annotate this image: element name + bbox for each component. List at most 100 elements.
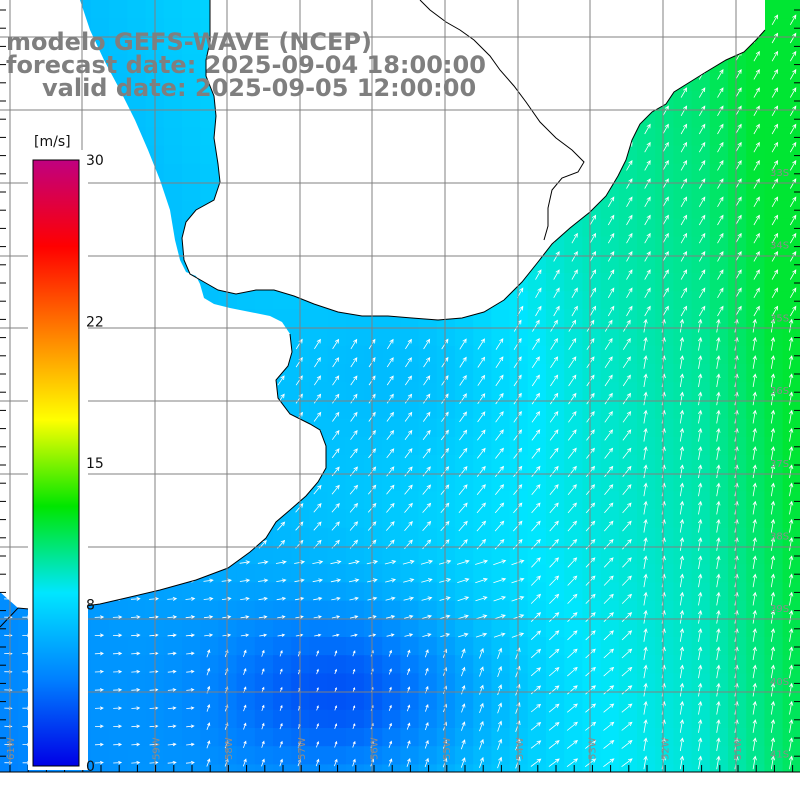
wind-speed-cell: [655, 327, 674, 347]
wind-speed-cell: [582, 218, 602, 238]
wind-speed-cell: [600, 728, 620, 747]
wind-vector: [735, 232, 742, 244]
wind-vector: [697, 318, 703, 333]
wind-speed-cell: [618, 764, 638, 772]
wind-speed-cell: [127, 36, 147, 56]
wind-vector: [643, 537, 648, 551]
wind-vector: [494, 484, 505, 496]
wind-speed-cell: [637, 600, 656, 620]
wind-vector: [662, 105, 669, 116]
coastline: [0, 0, 766, 628]
wind-speed-cell: [527, 273, 547, 292]
longitude-label: 53W: [588, 737, 599, 760]
wind-vector: [479, 684, 484, 695]
wind-vector: [243, 667, 247, 675]
wind-speed-cell: [455, 527, 474, 547]
wind-speed-cell: [327, 436, 347, 456]
wind-speed-cell: [218, 291, 238, 310]
wind-speed-cell: [491, 582, 511, 602]
wind-vector: [567, 630, 578, 641]
wind-vector: [550, 319, 558, 332]
wind-speed-cell: [637, 127, 656, 147]
wind-speed-cell: [582, 582, 602, 602]
wind-vector: [404, 633, 414, 637]
wind-speed-cell: [127, 72, 147, 92]
wind-speed-cell: [182, 72, 201, 92]
wind-speed-cell: [0, 728, 19, 747]
wind-vector: [567, 538, 578, 550]
wind-vector: [788, 427, 794, 442]
wind-speed-cell: [345, 509, 365, 529]
wind-vector: [643, 555, 648, 570]
wind-vector: [643, 518, 648, 533]
wind-vector: [644, 269, 651, 280]
wind-speed-cell: [764, 418, 784, 438]
wind-speed-cell: [436, 400, 456, 420]
wind-vector: [221, 596, 232, 601]
wind-speed-cell: [455, 691, 474, 711]
wind-speed-cell: [728, 182, 747, 201]
wind-vector: [753, 269, 760, 280]
wind-vector: [406, 757, 411, 767]
wind-speed-cell: [546, 273, 565, 292]
wind-speed-cell: [491, 509, 511, 529]
wind-speed-cell: [746, 72, 765, 92]
wind-vector: [697, 573, 703, 588]
wind-speed-cell: [709, 600, 729, 620]
wind-speed-cell: [509, 400, 529, 420]
wind-vector: [770, 464, 776, 479]
wind-speed-cell: [637, 382, 656, 401]
wind-vector: [203, 615, 214, 619]
wind-speed-cell: [91, 728, 110, 747]
wind-speed-cell: [546, 618, 565, 638]
wind-speed-cell: [746, 764, 765, 772]
wind-vector: [717, 105, 724, 116]
wind-speed-cell: [655, 691, 674, 711]
wind-vector: [420, 559, 434, 565]
wind-speed-cell: [109, 764, 128, 772]
wind-speed-cell: [564, 728, 583, 747]
wind-speed-cell: [564, 382, 583, 401]
wind-speed-cell: [691, 728, 711, 747]
wind-vector: [735, 269, 742, 280]
wind-speed-cell: [491, 764, 511, 772]
wind-speed-cell: [418, 746, 438, 765]
wind-speed-cell: [618, 546, 638, 565]
wind-speed-cell: [746, 382, 765, 401]
wind-speed-cell: [418, 655, 438, 674]
wind-speed-cell: [455, 600, 474, 620]
wind-vector: [388, 668, 392, 675]
wind-speed-cell: [546, 673, 565, 693]
wind-speed-cell: [691, 218, 711, 238]
wind-speed-cell: [163, 54, 183, 74]
wind-speed-cell: [182, 182, 201, 201]
wind-vector: [203, 578, 214, 583]
wind-speed-cell: [436, 527, 456, 547]
wind-vector: [735, 214, 742, 226]
wind-speed-cell: [418, 600, 438, 620]
wind-speed-cell: [782, 291, 800, 310]
wind-vector: [662, 160, 669, 171]
wind-speed-cell: [746, 709, 765, 729]
wind-vector: [388, 649, 392, 657]
wind-vector: [332, 393, 340, 404]
wind-speed-cell: [746, 600, 765, 620]
wind-vector: [679, 409, 685, 424]
wind-speed-cell: [764, 364, 784, 383]
wind-vector: [458, 447, 468, 459]
wind-vector: [770, 682, 776, 697]
wind-speed-cell: [746, 309, 765, 329]
wind-speed-cell: [254, 618, 274, 638]
wind-vector: [716, 318, 721, 333]
wind-speed-cell: [509, 473, 529, 492]
wind-speed-cell: [782, 163, 800, 183]
wind-vector: [679, 373, 685, 388]
wind-speed-cell: [728, 527, 747, 547]
wind-vector: [622, 538, 632, 550]
wind-speed-cell: [382, 400, 401, 420]
wind-speed-cell: [637, 182, 656, 201]
wind-speed-cell: [236, 600, 256, 620]
wind-speed-cell: [673, 345, 693, 365]
wind-vector: [349, 521, 359, 531]
wind-speed-cell: [127, 764, 147, 772]
